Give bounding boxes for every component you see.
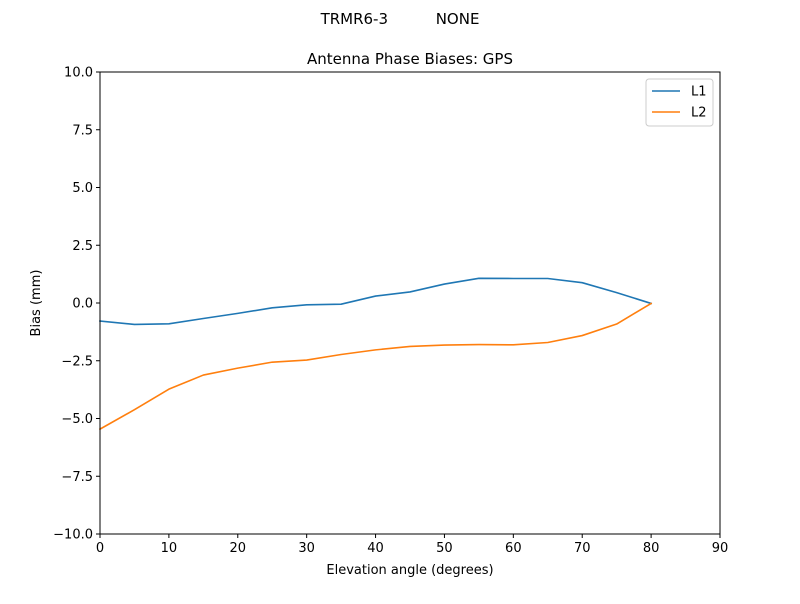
y-tick-label: −5.0	[61, 412, 93, 427]
y-tick-label: −2.5	[61, 354, 93, 369]
x-tick-label: 10	[161, 541, 178, 556]
x-tick-label: 60	[505, 541, 522, 556]
x-tick-label: 90	[712, 541, 729, 556]
x-tick-label: 70	[574, 541, 591, 556]
legend-label-l1: L1	[691, 85, 707, 100]
legend-label-l2: L2	[691, 106, 707, 121]
y-tick-label: 0.0	[72, 297, 93, 312]
x-tick-label: 20	[230, 541, 247, 556]
series-layer	[98, 277, 653, 431]
x-tick-label: 50	[436, 541, 453, 556]
y-axis-ticks: −10.0 −7.5 −5.0 −2.5 0.0 2.5 5.0 7.5 10.0	[53, 66, 100, 543]
figure-suptitle: TRMR6-3 NONE	[320, 10, 480, 28]
x-tick-label: 0	[96, 541, 104, 556]
x-axis-label: Elevation angle (degrees)	[326, 563, 493, 578]
y-tick-label: 10.0	[64, 66, 93, 81]
x-tick-label: 30	[298, 541, 315, 556]
series-line-l2	[98, 302, 653, 431]
series-line-l1	[99, 277, 653, 326]
y-tick-label: 2.5	[72, 239, 93, 254]
y-tick-label: 7.5	[72, 123, 93, 138]
y-axis-label: Bias (mm)	[29, 270, 44, 337]
plot-area	[100, 72, 720, 534]
x-axis-ticks: 0 10 20 30 40 50 60 70 80 90	[96, 534, 728, 556]
y-tick-label: −7.5	[61, 470, 93, 485]
chart-title: Antenna Phase Biases: GPS	[307, 50, 513, 68]
x-tick-label: 40	[367, 541, 384, 556]
x-tick-label: 80	[643, 541, 660, 556]
y-tick-label: 5.0	[72, 181, 93, 196]
y-tick-label: −10.0	[53, 528, 93, 543]
